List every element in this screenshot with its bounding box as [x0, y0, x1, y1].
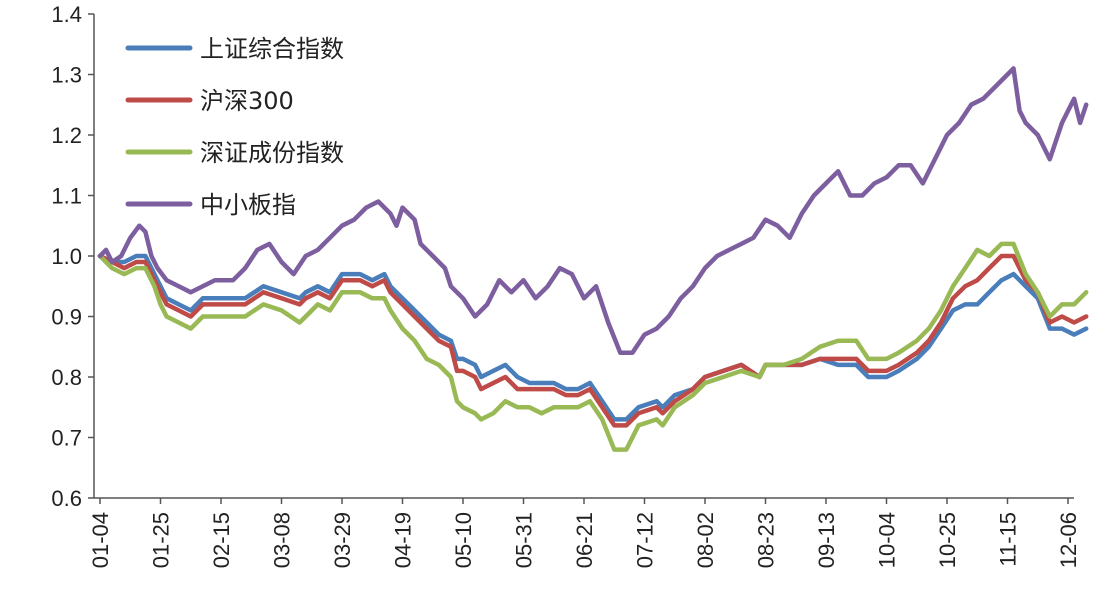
y-tick-label: 0.7 [51, 426, 82, 451]
x-tick-label: 08-02 [693, 512, 718, 568]
y-tick-label: 1.2 [51, 123, 82, 148]
legend-label: 深证成份指数 [200, 139, 344, 167]
series-lines [97, 66, 1089, 452]
x-tick-label: 06-21 [572, 512, 597, 568]
x-tick-label: 10-04 [875, 512, 900, 568]
x-tick-label: 02-15 [209, 512, 234, 568]
x-tick-label: 03-08 [270, 512, 295, 568]
y-axis-ticks: 0.6 0.7 0.8 0.9 1.0 1.1 1.2 1.3 1.4 [51, 2, 94, 511]
x-tick-label: 08-23 [754, 512, 779, 568]
x-axis-ticks: 01-04 01-25 02-15 03-08 03-29 04-19 05-10 05-31… [88, 498, 1081, 568]
series-line [97, 241, 1089, 452]
series-line [97, 253, 1089, 422]
series-line [97, 66, 1089, 356]
x-tick-label: 01-04 [88, 512, 113, 568]
legend-label: 上证综合指数 [200, 35, 344, 63]
y-tick-label: 1.1 [51, 184, 82, 209]
x-tick-label: 10-25 [935, 512, 960, 568]
legend-label: 沪深300 [200, 87, 294, 115]
x-tick-label: 05-31 [512, 512, 537, 568]
y-tick-label: 1.0 [51, 244, 82, 269]
x-tick-label: 11-15 [996, 512, 1021, 567]
y-tick-label: 1.4 [51, 2, 82, 27]
x-tick-label: 03-29 [330, 512, 355, 568]
x-tick-label: 09-13 [814, 512, 839, 568]
y-tick-label: 0.8 [51, 365, 82, 390]
y-tick-label: 1.3 [51, 63, 82, 88]
x-tick-label: 01-25 [149, 512, 174, 568]
y-tick-label: 0.6 [51, 486, 82, 511]
legend-label: 中小板指 [200, 191, 296, 219]
x-tick-label: 12-06 [1056, 512, 1081, 568]
y-tick-label: 0.9 [51, 305, 82, 330]
x-tick-label: 07-12 [633, 512, 658, 568]
x-tick-label: 04-19 [391, 512, 416, 568]
x-tick-label: 05-10 [451, 512, 476, 568]
series-line [97, 253, 1089, 428]
